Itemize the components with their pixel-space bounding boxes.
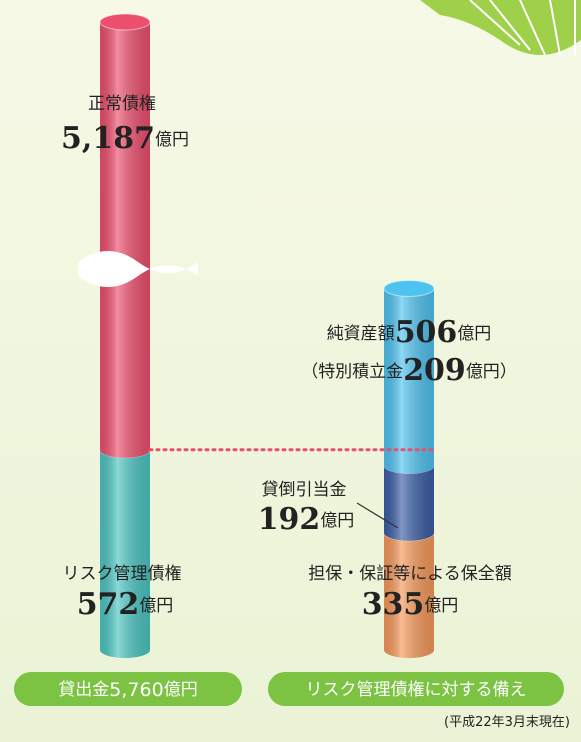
label-part: 572	[77, 587, 140, 622]
label-part: （	[301, 362, 318, 382]
chart: 正常債権5,187億円リスク管理債権572億円純資産額506億円（特別積立金20…	[0, 0, 581, 742]
label-part: ）	[500, 362, 517, 382]
segment-name: 正常債権	[88, 94, 156, 114]
column-label: リスク管理債権に対する備え	[306, 680, 527, 700]
column-label: 貸出金5,760億円	[58, 679, 197, 701]
segment-name: リスク管理債権	[63, 564, 182, 584]
label-part: 億円	[164, 680, 198, 700]
label-part: 億円	[457, 324, 491, 344]
segment-shade	[100, 450, 150, 658]
segment-top	[384, 280, 434, 296]
label-part: 506	[395, 315, 458, 350]
label-part: 特別積立金	[318, 362, 403, 382]
label-part: 貸出金	[58, 680, 109, 700]
label-part: 億円	[139, 596, 173, 616]
segment-name: 担保・保証等による保全額	[308, 564, 512, 584]
label-part: 5,187	[61, 121, 155, 156]
cylinder-segment	[100, 442, 150, 658]
label-part: リスク管理債権	[63, 564, 182, 584]
label-part: 貸倒引当金	[262, 480, 347, 500]
label-part: 正常債権	[88, 94, 156, 114]
label-part: 純資産額	[327, 324, 395, 344]
label-part: 335	[362, 587, 425, 622]
label-part: 億円	[424, 596, 458, 616]
segment-shade	[384, 466, 434, 541]
segment-shade	[100, 22, 150, 458]
segment-name: 貸倒引当金	[262, 480, 347, 500]
label-part: リスク管理債権に対する備え	[306, 680, 527, 700]
footnote: (平成22年3月末現在)	[444, 715, 570, 730]
label-part: 209	[403, 353, 466, 388]
label-part: 億円	[155, 130, 189, 150]
label-part: 担保・保証等による保全額	[308, 564, 512, 584]
label-part: 192	[258, 502, 321, 537]
label-part: 億円	[320, 511, 354, 531]
label-part: (平成22年3月末現在)	[444, 715, 570, 730]
label-part: 5,760	[109, 679, 163, 701]
label-part: 億円	[466, 362, 500, 382]
segment-top	[100, 14, 150, 30]
